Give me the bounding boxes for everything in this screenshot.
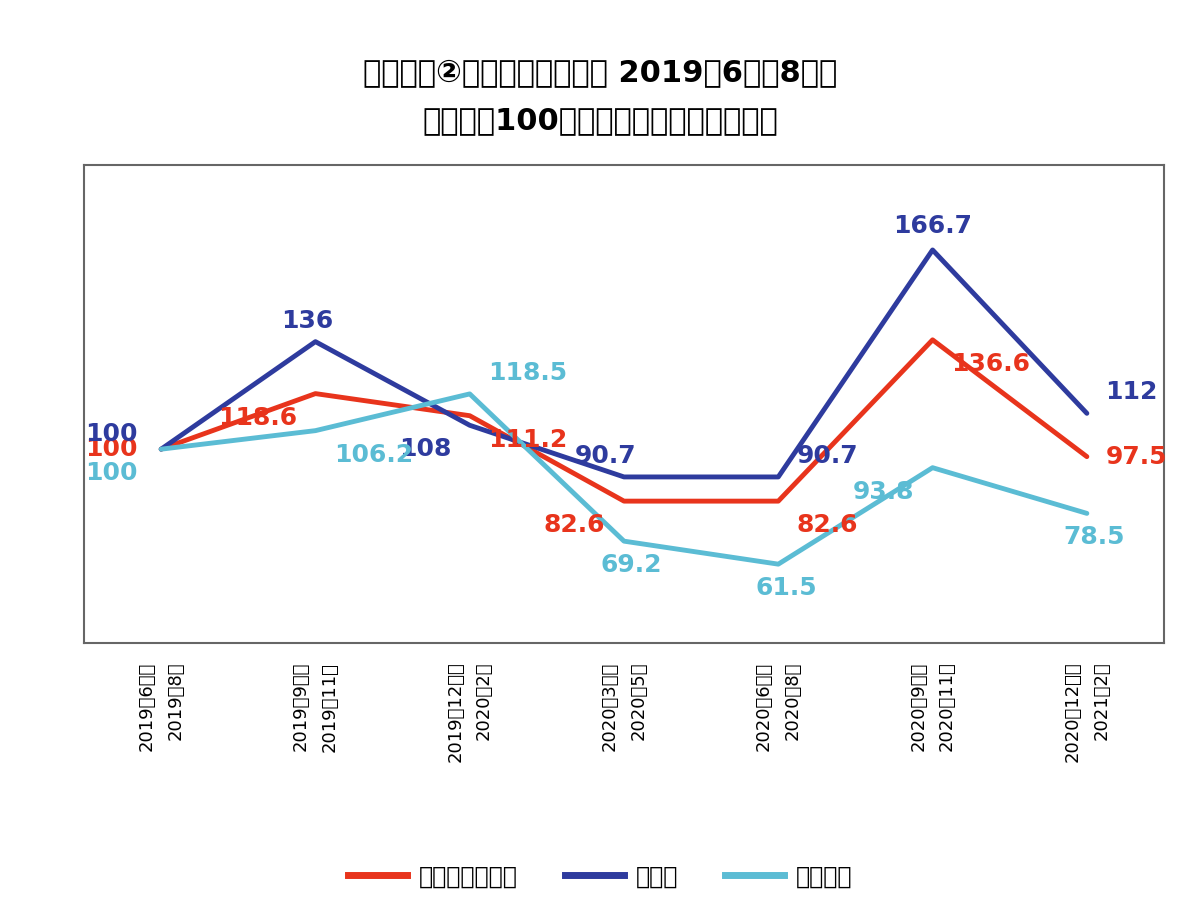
Text: 2021年2月: 2021年2月 — [1092, 662, 1110, 741]
Text: 2020年11月: 2020年11月 — [938, 662, 956, 752]
Text: 118.5: 118.5 — [488, 361, 568, 385]
Text: 2020年6月～: 2020年6月～ — [755, 662, 773, 751]
Text: 2020年5月: 2020年5月 — [629, 662, 647, 740]
Text: 78.5: 78.5 — [1064, 526, 1126, 550]
Text: 61.5: 61.5 — [755, 576, 817, 600]
Text: 82.6: 82.6 — [797, 513, 858, 537]
Text: 2019年11月: 2019年11月 — [320, 662, 338, 752]
Text: 2020年2月: 2020年2月 — [475, 662, 493, 740]
Text: 112: 112 — [1105, 380, 1158, 404]
Text: 2019年8月: 2019年8月 — [167, 662, 185, 740]
Text: 100: 100 — [85, 461, 138, 485]
Text: 2020年12月～: 2020年12月～ — [1063, 662, 1081, 762]
Text: 2020年3月～: 2020年3月～ — [600, 662, 619, 751]
Text: 2020年8月: 2020年8月 — [784, 662, 802, 740]
Text: 93.8: 93.8 — [852, 480, 914, 504]
Text: 82.6: 82.6 — [544, 513, 606, 537]
Text: 166.7: 166.7 — [893, 214, 972, 238]
Text: 118.6: 118.6 — [217, 405, 296, 429]
Text: 106.2: 106.2 — [334, 443, 413, 467]
Text: 111.2: 111.2 — [488, 427, 568, 451]
Text: 90.7: 90.7 — [797, 444, 858, 468]
Text: 108: 108 — [398, 437, 451, 461]
Text: 97.5: 97.5 — [1105, 445, 1166, 469]
Text: 136: 136 — [282, 309, 334, 333]
Text: 2020年9月～: 2020年9月～ — [910, 662, 928, 751]
Legend: デザイナー全体, 正社員, 契約社員: デザイナー全体, 正社員, 契約社員 — [338, 855, 862, 898]
Text: 90.7: 90.7 — [575, 444, 636, 468]
Text: 2019年6月～: 2019年6月～ — [138, 662, 156, 751]
Text: 69.2: 69.2 — [601, 553, 662, 577]
Text: 2019年12月～: 2019年12月～ — [446, 662, 464, 763]
Text: 100: 100 — [85, 422, 138, 447]
Text: 136.6: 136.6 — [952, 352, 1030, 376]
Text: 2019年9月～: 2019年9月～ — [292, 662, 310, 751]
Text: 【グラフ②】＜デザイナー＞ 2019年6月～8月の
求人数を100とした場合の求人数の推移: 【グラフ②】＜デザイナー＞ 2019年6月～8月の 求人数を100とした場合の求… — [362, 58, 838, 135]
Text: 100: 100 — [85, 437, 138, 461]
